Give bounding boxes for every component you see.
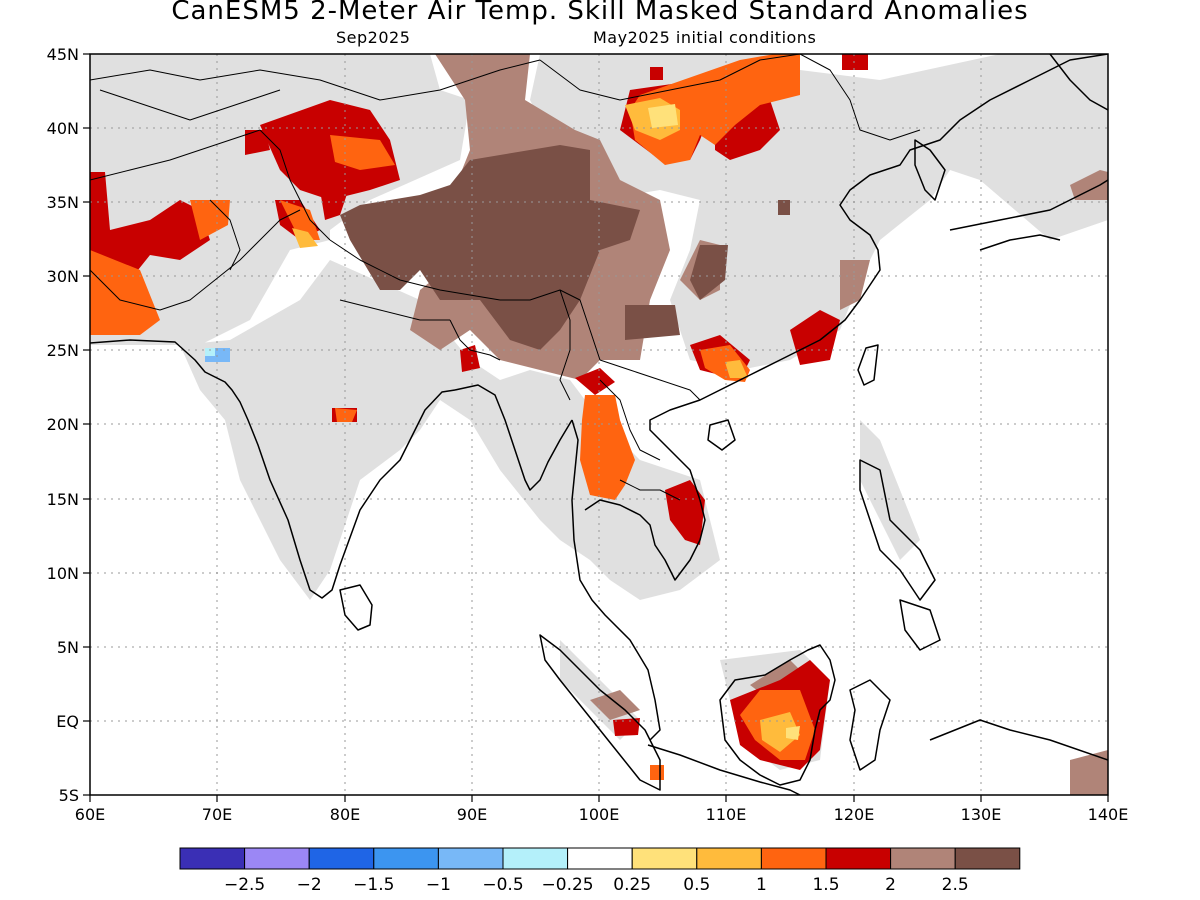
colorbar-swatch	[373, 847, 439, 870]
lat-label: 30N	[47, 267, 79, 286]
map-title: CanESM5 2-Meter Air Temp. Skill Masked S…	[171, 0, 1029, 26]
lat-label: 5N	[57, 638, 79, 657]
lat-label: 20N	[47, 415, 79, 434]
colorbar-label: 0.5	[683, 875, 710, 895]
colorbar-label: −0.25	[542, 875, 594, 895]
axis-ticks	[83, 53, 1109, 802]
lon-label: 100E	[579, 805, 620, 824]
anomaly-0.25-0.5	[648, 104, 800, 740]
colorbar-swatch	[502, 847, 569, 870]
lon-label: 140E	[1088, 805, 1129, 824]
coastlines	[90, 54, 1108, 795]
colorbar-swatch	[825, 847, 892, 870]
lon-label: 90E	[457, 805, 487, 824]
lon-label: 110E	[706, 805, 747, 824]
colorbar-swatch	[437, 847, 504, 870]
colorbar-label: −1.5	[353, 875, 394, 895]
colorbar-label: 0.25	[613, 875, 651, 895]
colorbar-swatch	[179, 847, 246, 870]
colorbar-swatch	[890, 847, 956, 870]
lat-label: 45N	[47, 45, 79, 64]
colorbar-swatch	[308, 847, 375, 870]
colorbar-swatch	[567, 847, 633, 870]
colorbar-swatch	[631, 847, 698, 870]
lat-label: 40N	[47, 119, 79, 138]
lat-label: 35N	[47, 193, 79, 212]
colorbar	[179, 847, 1021, 870]
colorbar-swatch	[954, 847, 1021, 870]
lon-label: 120E	[834, 805, 875, 824]
lat-label: 10N	[47, 564, 79, 583]
colorbar-swatch	[244, 847, 310, 870]
colorbar-label: 1	[756, 875, 767, 895]
colorbar-label: −0.5	[482, 875, 523, 895]
country-borders	[90, 54, 921, 501]
lat-label: 5S	[59, 786, 79, 805]
lat-label: 15N	[47, 490, 79, 509]
colorbar-label: 2	[885, 875, 896, 895]
colorbar-swatch	[760, 847, 827, 870]
forecast-month: Sep2025	[336, 28, 411, 47]
anomaly-1-1.5	[90, 54, 815, 780]
colorbar-label: −2	[297, 875, 322, 895]
lat-label: EQ	[56, 712, 79, 731]
initial-conditions: May2025 initial conditions	[593, 28, 817, 47]
lon-label: 70E	[202, 805, 232, 824]
colorbar-label: 2.5	[942, 875, 969, 895]
lon-label: 60E	[75, 805, 105, 824]
colorbar-swatch	[696, 847, 762, 870]
colorbar-label: 1.5	[812, 875, 839, 895]
colorbar-label: −2.5	[224, 875, 265, 895]
lon-label: 130E	[961, 805, 1002, 824]
lat-label: 25N	[47, 341, 79, 360]
lon-label: 80E	[330, 805, 360, 824]
anomaly-2.5-plus	[340, 145, 790, 350]
map-gridlines	[90, 54, 1108, 795]
colorbar-label: −1	[426, 875, 451, 895]
